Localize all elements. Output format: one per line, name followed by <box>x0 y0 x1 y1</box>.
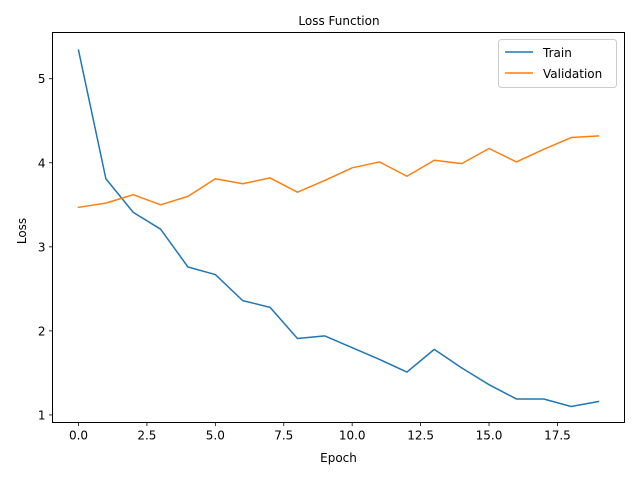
chart-title: Loss Function <box>298 14 379 28</box>
legend-label-validation: Validation <box>543 67 602 81</box>
legend: Train Validation <box>498 39 617 88</box>
x-tick-label: 17.5 <box>544 429 571 443</box>
x-tick-label: 7.5 <box>274 429 293 443</box>
series-line-validation <box>77 135 600 209</box>
x-tick-label: 5.0 <box>206 429 225 443</box>
series-line-train <box>77 49 600 408</box>
y-tick-label: 5 <box>38 72 46 86</box>
x-tick-label: 0.0 <box>69 429 88 443</box>
legend-label-train: Train <box>542 46 572 60</box>
x-axis-label: Epoch <box>320 451 357 465</box>
y-tick-label: 1 <box>38 408 46 422</box>
y-tick-label: 3 <box>38 240 46 254</box>
x-tick-label: 2.5 <box>137 429 156 443</box>
y-axis-label: Loss <box>15 218 29 244</box>
x-tick-label: 15.0 <box>476 429 503 443</box>
x-tick-label: 10.0 <box>339 429 366 443</box>
y-tick-label: 4 <box>38 156 46 170</box>
axes-frame <box>52 32 625 423</box>
x-axis: 0.0 2.5 5.0 7.5 10.0 12.5 15.0 17.5 <box>69 422 571 443</box>
y-axis: 1 2 3 4 5 <box>38 72 53 422</box>
x-tick-label: 12.5 <box>407 429 434 443</box>
y-tick-label: 2 <box>38 324 46 338</box>
plot-area <box>77 49 600 408</box>
